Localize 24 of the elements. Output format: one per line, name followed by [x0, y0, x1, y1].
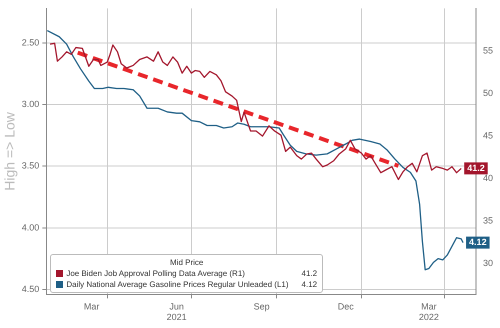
legend-label: Daily National Average Gasoline Prices Regular Unleaded (L1) — [66, 279, 289, 290]
y2-tick-label: 45 — [482, 130, 494, 141]
x-tick-label: Mar 2022 — [418, 301, 439, 322]
x-tick-label: Jun 2021 — [166, 301, 187, 322]
legend-label: Joe Biden Job Approval Polling Data Average (R1) — [66, 268, 245, 280]
data-label: 41.2 — [467, 162, 485, 173]
legend-title: Mid Price — [169, 257, 204, 268]
y-tick-label: 3.50 — [22, 160, 40, 171]
y-tick-label: 3.00 — [22, 99, 40, 110]
y2-tick-label: 35 — [482, 216, 494, 226]
y-axis-title: High => Low — [1, 111, 18, 191]
x-tick-label: Sep — [254, 301, 270, 312]
x-tick-label: Mar — [84, 301, 100, 312]
y2-tick-label: 55 — [482, 45, 494, 56]
y-tick-label: 4.00 — [22, 222, 40, 232]
y-tick-label: 4.50 — [22, 284, 40, 294]
y-tick-label: 2.50 — [22, 37, 40, 48]
y2-tick-label: 50 — [482, 88, 494, 98]
y2-tick-label: 30 — [482, 258, 494, 268]
text: 41.2 — [302, 269, 318, 278]
y2-tick-label: 40 — [482, 173, 494, 184]
data-label: 4.12 — [469, 237, 487, 248]
x-tick-label: Dec — [338, 301, 354, 312]
text: 4.12 — [302, 280, 318, 290]
